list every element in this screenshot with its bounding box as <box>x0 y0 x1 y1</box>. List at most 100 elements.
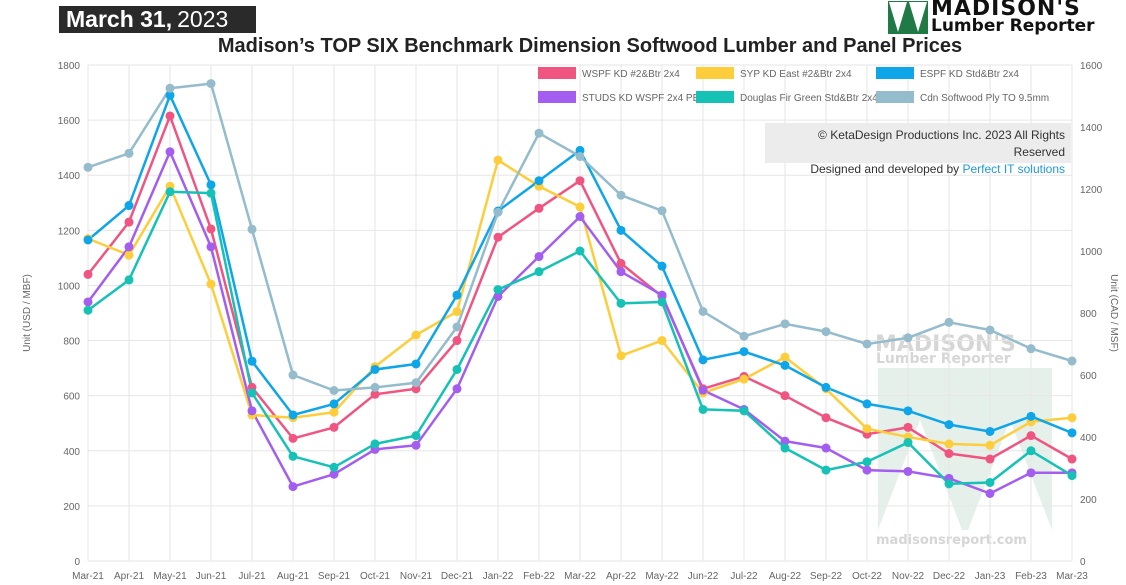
logo-subtitle: Lumber Reporter <box>931 16 1095 36</box>
watermark-brand: MADISON'S <box>875 332 1016 357</box>
legend-item-2[interactable]: ESPF KD Std&Btr 2x4 <box>876 67 1019 80</box>
data-point <box>575 176 585 186</box>
data-point <box>288 410 298 420</box>
data-point <box>575 202 585 212</box>
data-point <box>534 176 544 186</box>
date-month-day: March 31, <box>66 6 173 32</box>
data-point <box>698 385 708 395</box>
data-point <box>862 457 872 467</box>
x-tick-label: Jun-21 <box>196 571 227 582</box>
legend-item-3[interactable]: STUDS KD WSPF 2x4 PET <box>538 91 705 104</box>
data-point <box>657 290 667 300</box>
legend[interactable]: WSPF KD #2&Btr 2x4 SYP KD East #2&Btr 2x4… <box>538 67 1049 104</box>
x-tick-label: Mar-22 <box>564 571 596 582</box>
x-tick-label: Oct-22 <box>852 571 882 582</box>
data-point <box>821 413 831 423</box>
data-point <box>657 261 667 271</box>
data-point <box>780 436 790 446</box>
watermark: MADISON'S Lumber Reporter madisonsreport… <box>875 332 1052 548</box>
perfect-it-link[interactable]: Perfect IT solutions <box>962 162 1066 176</box>
legend-item-1[interactable]: SYP KD East #2&Btr 2x4 <box>696 67 852 80</box>
y-tick-label: 1800 <box>58 61 81 72</box>
x-tick-label: Jan-23 <box>975 571 1006 582</box>
data-point <box>1026 344 1036 354</box>
data-point <box>124 201 134 211</box>
legend-swatch <box>876 67 914 79</box>
x-tick-label: Jul-22 <box>730 571 758 582</box>
y2-tick-label: 200 <box>1080 495 1097 506</box>
data-point <box>165 111 175 121</box>
madisons-logo: MADISON'S Lumber Reporter <box>888 0 1124 36</box>
x-tick-label: Apr-22 <box>606 571 636 582</box>
data-point <box>370 382 380 392</box>
data-point <box>1026 446 1036 456</box>
data-point <box>862 465 872 475</box>
data-point <box>1067 454 1077 464</box>
legend-item-4[interactable]: Douglas Fir Green Std&Btr 2x4 <box>696 91 878 104</box>
x-tick-label: Jun-22 <box>688 571 719 582</box>
x-tick-label: Jul-21 <box>238 571 266 582</box>
legend-label: SYP KD East #2&Btr 2x4 <box>740 69 852 80</box>
data-point <box>534 252 544 262</box>
legend-swatch <box>538 91 576 103</box>
data-point <box>206 224 216 234</box>
y-tick-label: 400 <box>63 447 80 458</box>
legend-item-0[interactable]: WSPF KD #2&Btr 2x4 <box>538 67 680 80</box>
x-tick-label: Dec-21 <box>441 571 474 582</box>
watermark-url: madisonsreport.com <box>876 533 1027 548</box>
data-point <box>329 469 339 479</box>
x-tick-label: Sep-22 <box>810 571 843 582</box>
data-point <box>411 330 421 340</box>
legend-label: Cdn Softwood Ply TO 9.5mm <box>920 93 1049 104</box>
data-point <box>452 384 462 394</box>
data-point <box>985 426 995 436</box>
data-point <box>493 291 503 301</box>
data-point <box>411 440 421 450</box>
data-point <box>493 232 503 242</box>
y-axis-title: Unit (USD / MBF) <box>22 274 33 352</box>
data-point <box>329 399 339 409</box>
data-point <box>944 479 954 489</box>
data-point <box>575 246 585 256</box>
copyright-line: © KetaDesign Productions Inc. 2023 All R… <box>818 128 1065 159</box>
x-tick-label: Jan-22 <box>483 571 514 582</box>
data-point <box>739 406 749 416</box>
legend-swatch <box>696 67 734 79</box>
x-tick-label: Mar-23 <box>1056 571 1088 582</box>
data-point <box>452 364 462 374</box>
legend-swatch <box>538 67 576 79</box>
y-tick-label: 1600 <box>58 116 81 127</box>
data-point <box>288 433 298 443</box>
data-point <box>452 336 462 346</box>
data-point <box>124 217 134 227</box>
page-title: Madison’s TOP SIX Benchmark Dimension So… <box>217 35 963 57</box>
data-point <box>821 327 831 337</box>
data-point <box>1067 413 1077 423</box>
data-point <box>575 151 585 161</box>
data-point <box>493 207 503 217</box>
data-point <box>124 275 134 285</box>
x-tick-label: Aug-21 <box>277 571 310 582</box>
data-point <box>739 347 749 357</box>
data-point <box>329 422 339 432</box>
data-point <box>616 190 626 200</box>
axes: 0 200 400 600 800 1000 1200 1400 1600 1800 0 200 400… <box>22 61 1119 582</box>
series-points <box>83 79 1077 498</box>
data-point <box>206 188 216 198</box>
data-point <box>1067 471 1077 481</box>
x-tick-label: Nov-22 <box>892 571 925 582</box>
data-point <box>698 355 708 365</box>
data-point <box>780 360 790 370</box>
data-point <box>165 90 175 100</box>
data-point <box>329 462 339 472</box>
date-badge: March 31, 2023 <box>59 6 256 33</box>
data-point <box>903 406 913 416</box>
data-point <box>124 148 134 158</box>
data-point <box>698 306 708 316</box>
data-point <box>534 267 544 277</box>
data-point <box>616 258 626 268</box>
legend-item-5[interactable]: Cdn Softwood Ply TO 9.5mm <box>876 91 1049 104</box>
data-point <box>247 406 257 416</box>
legend-swatch <box>876 91 914 103</box>
